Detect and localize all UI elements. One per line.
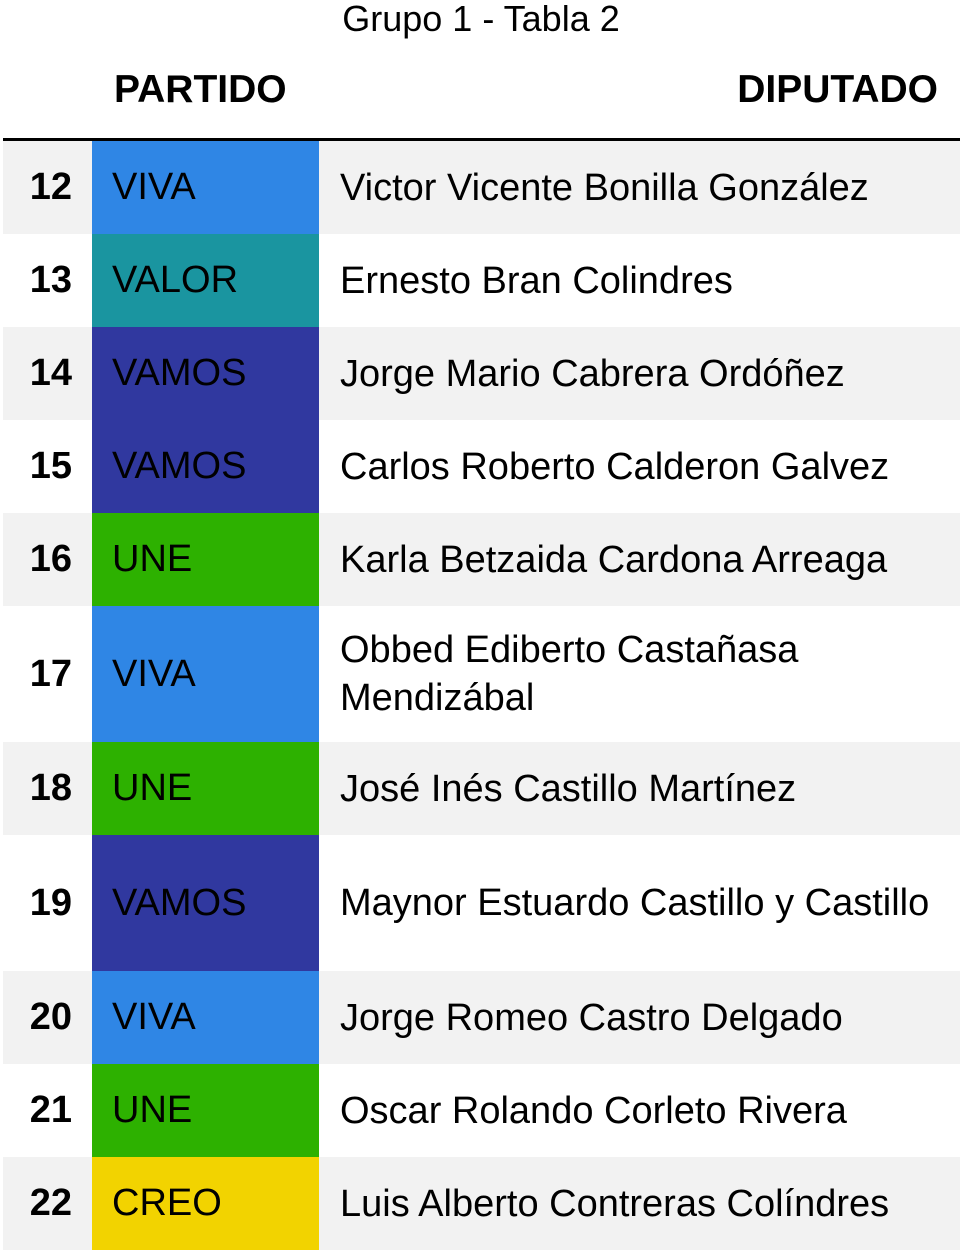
deputy-name: Luis Alberto Contreras Colíndres: [340, 1182, 890, 1225]
deputy-name: Obbed Ediberto Castañasa Mendizábal: [340, 629, 799, 719]
table-row: 19 VAMOS Maynor Estuardo Castillo y Cast…: [3, 835, 960, 971]
deputy-name: Ernesto Bran Colindres: [340, 259, 733, 302]
table-row: 13 VALOR Ernesto Bran Colindres: [3, 234, 960, 327]
party-cell: UNE: [92, 513, 319, 606]
deputy-name: José Inés Castillo Martínez: [340, 767, 797, 810]
party-cell: CREO: [92, 1157, 319, 1250]
party-cell: VIVA: [92, 606, 319, 742]
row-number: 13: [29, 259, 72, 301]
deputy-name: Karla Betzaida Cardona Arreaga: [340, 538, 888, 581]
table-row: 16 UNE Karla Betzaida Cardona Arreaga: [3, 513, 960, 606]
row-number: 15: [29, 445, 72, 487]
party-cell: UNE: [92, 1064, 319, 1157]
table-row: 12 VIVA Victor Vicente Bonilla González: [3, 139, 960, 234]
deputy-name: Carlos Roberto Calderon Galvez: [340, 445, 890, 488]
row-number: 20: [29, 996, 72, 1038]
table-header-row: PARTIDO DIPUTADO: [3, 42, 960, 141]
table-row: 21 UNE Oscar Rolando Corleto Rivera: [3, 1064, 960, 1157]
table-row: 17 VIVA Obbed Ediberto Castañasa Mendizá…: [3, 606, 960, 742]
party-column-header: PARTIDO: [92, 42, 319, 141]
deputy-name: Maynor Estuardo Castillo y Castillo: [340, 882, 930, 924]
row-number: 21: [29, 1089, 72, 1131]
row-number: 17: [29, 652, 72, 695]
row-number: 22: [29, 1182, 72, 1224]
deputy-name: Jorge Romeo Castro Delgado: [340, 996, 843, 1039]
table-row: 20 VIVA Jorge Romeo Castro Delgado: [3, 971, 960, 1064]
row-number: 14: [29, 352, 72, 394]
party-cell: VALOR: [92, 234, 319, 327]
table-row: 18 UNE José Inés Castillo Martínez: [3, 742, 960, 835]
party-cell: VAMOS: [92, 835, 319, 971]
deputy-name: Oscar Rolando Corleto Rivera: [340, 1089, 847, 1132]
row-number: 12: [29, 166, 72, 208]
deputy-column-header: DIPUTADO: [319, 42, 960, 141]
number-column-header: [3, 42, 92, 141]
party-cell: VAMOS: [92, 327, 319, 420]
table-row: 22 CREO Luis Alberto Contreras Colíndres: [3, 1157, 960, 1250]
deputies-table: PARTIDO DIPUTADO 12 VIVA Victor Vicente …: [3, 42, 960, 1250]
party-cell: VIVA: [92, 139, 319, 234]
row-number: 19: [29, 881, 72, 924]
deputy-name: Victor Vicente Bonilla González: [340, 166, 869, 209]
deputy-name: Jorge Mario Cabrera Ordóñez: [340, 352, 845, 395]
party-cell: VAMOS: [92, 420, 319, 513]
party-cell: VIVA: [92, 971, 319, 1064]
row-number: 18: [29, 767, 72, 809]
table-row: 15 VAMOS Carlos Roberto Calderon Galvez: [3, 420, 960, 513]
table-row: 14 VAMOS Jorge Mario Cabrera Ordóñez: [3, 327, 960, 420]
row-number: 16: [29, 538, 72, 580]
party-cell: UNE: [92, 742, 319, 835]
table-title: Grupo 1 - Tabla 2: [342, 0, 620, 39]
